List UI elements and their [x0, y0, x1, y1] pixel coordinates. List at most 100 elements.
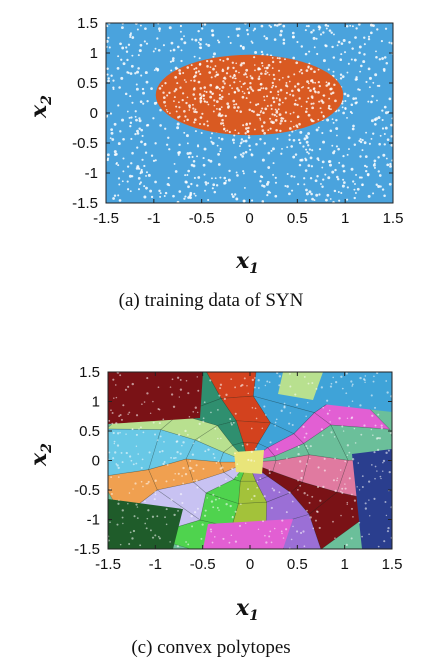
sample-gap [106, 114, 109, 117]
sample-gap [126, 71, 129, 74]
sample-gap [122, 170, 125, 173]
sample-gap [298, 122, 301, 126]
sample-gap [176, 82, 179, 85]
sample-gap [125, 50, 129, 53]
sample-gap [118, 415, 121, 418]
sample-gap [115, 384, 117, 386]
sample-gap [162, 96, 166, 99]
sample-gap [130, 64, 134, 68]
sample-gap [361, 149, 364, 152]
sample-gap [116, 432, 120, 435]
sample-gap [248, 122, 252, 125]
sample-gap [317, 91, 320, 94]
sample-gap [254, 407, 257, 410]
sample-gap [199, 62, 202, 66]
sample-gap [279, 60, 282, 64]
sample-gap [146, 377, 149, 380]
sample-gap [235, 197, 239, 201]
sample-gap [302, 85, 304, 88]
sample-gap [317, 126, 320, 129]
sample-gap [243, 82, 246, 85]
sample-gap [130, 116, 133, 119]
sample-gap [267, 64, 271, 67]
sample-gap [340, 102, 344, 105]
sample-gap [173, 96, 176, 99]
sample-gap [338, 417, 341, 420]
sample-gap [305, 107, 308, 110]
sample-gap [196, 376, 199, 378]
sample-gap [260, 87, 263, 90]
sample-gap [379, 475, 382, 478]
sample-gap [142, 91, 145, 95]
sample-gap [371, 414, 374, 417]
sample-gap [297, 489, 299, 491]
sample-gap [294, 393, 297, 396]
sample-gap [321, 185, 324, 189]
sample-gap [134, 132, 137, 136]
sample-gap [113, 153, 117, 157]
sample-gap [180, 59, 183, 63]
sample-gap [272, 162, 275, 165]
sample-gap [348, 451, 351, 454]
sample-gap [325, 27, 328, 30]
sample-gap [141, 134, 144, 137]
sample-gap [274, 181, 278, 184]
sample-gap [106, 39, 109, 43]
sample-gap [332, 70, 335, 73]
sample-gap [179, 24, 183, 28]
sample-gap [202, 163, 206, 167]
sample-gap [259, 82, 263, 86]
sample-gap [313, 46, 316, 49]
sample-gap [197, 80, 201, 84]
sample-gap [188, 466, 192, 470]
sample-gap [365, 131, 368, 134]
sample-gap [111, 411, 114, 414]
sample-gap [278, 78, 281, 81]
sample-gap [390, 135, 393, 138]
sample-gap [217, 437, 219, 440]
sample-gap [286, 173, 289, 176]
sample-gap [194, 194, 197, 197]
sample-gap [348, 477, 351, 480]
sample-gap [235, 171, 238, 174]
sample-gap [174, 170, 178, 173]
sample-gap [234, 412, 237, 415]
sample-gap [305, 140, 309, 144]
sample-gap [288, 80, 291, 83]
sample-gap [256, 480, 259, 483]
sample-gap [179, 30, 182, 33]
sample-gap [203, 86, 207, 89]
sample-gap [266, 194, 269, 197]
sample-gap [333, 150, 336, 153]
sample-gap [235, 103, 238, 106]
sample-gap [248, 144, 251, 148]
sample-gap [242, 140, 245, 143]
sample-gap [307, 24, 310, 28]
sample-gap [152, 400, 154, 403]
sample-gap [209, 95, 213, 99]
sample-gap [301, 72, 304, 75]
sample-gap [373, 497, 376, 500]
sample-gap [205, 43, 208, 46]
sample-gap [261, 427, 264, 430]
sample-gap [215, 462, 218, 464]
sample-gap [274, 194, 278, 198]
sample-gap [136, 129, 139, 133]
sample-gap [297, 479, 300, 482]
sample-gap [218, 394, 221, 397]
sample-gap [202, 417, 205, 420]
sample-gap [154, 534, 157, 537]
sample-gap [121, 46, 125, 50]
sample-gap [206, 120, 209, 123]
sample-gap [249, 81, 252, 85]
sample-gap [340, 375, 343, 378]
sample-gap [242, 124, 245, 127]
sample-gap [176, 122, 180, 126]
sample-gap [190, 64, 193, 67]
sample-gap [332, 479, 335, 482]
sample-gap [260, 50, 264, 54]
sample-gap [267, 129, 270, 132]
sample-gap [158, 450, 161, 453]
sample-gap [231, 76, 234, 79]
sample-gap [190, 182, 193, 186]
